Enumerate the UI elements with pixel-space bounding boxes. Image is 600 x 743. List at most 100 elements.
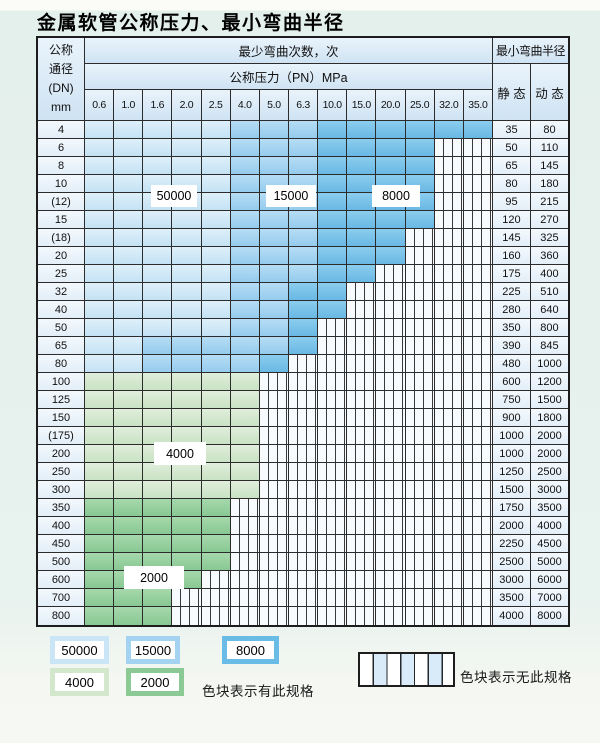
spec-cell-2000 [143,589,173,607]
no-spec-cell [288,499,319,517]
dynamic-value: 845 [530,337,568,355]
spec-cell-2000 [172,517,202,535]
spec-cell-50000 [114,121,144,139]
no-spec-cell [318,355,348,373]
no-spec-cell [347,535,377,553]
no-spec-cell [288,391,319,409]
no-spec-cell [405,283,435,301]
no-spec-cell [405,409,435,427]
spec-cell-4000 [85,391,115,409]
no-spec-cell [405,445,435,463]
spec-cell-15000 [230,265,260,283]
spec-cell-15000 [259,337,289,355]
dynamic-value: 2500 [530,463,568,481]
spec-cell-15000 [288,265,319,283]
spec-cell-8000 [376,211,406,229]
no-spec-cell [347,571,377,589]
spec-cell-50000 [201,121,231,139]
spec-cell-50000 [85,175,115,193]
spec-cell-50000 [85,121,115,139]
spec-cell-4000 [172,463,202,481]
spec-cell-15000 [201,337,231,355]
no-spec-cell [347,373,377,391]
spec-cell-8000 [288,301,319,319]
no-spec-cell [463,319,493,337]
spec-cell-4000 [114,481,144,499]
no-spec-cell [259,517,289,535]
no-spec-cell [259,409,289,427]
no-spec-cell [434,247,464,265]
legend-box: 4000 [50,668,109,696]
spec-cell-2000 [201,517,231,535]
no-spec-cell [288,481,319,499]
spec-cell-15000 [230,193,260,211]
pressure-tick: 15.0 [347,90,377,121]
no-spec-cell [434,373,464,391]
no-spec-cell [463,463,493,481]
spec-cell-50000 [143,319,173,337]
dn-header-line: mm [51,99,71,114]
spec-cell-2000 [143,517,173,535]
static-value: 2250 [492,535,531,553]
no-spec-cell [463,481,493,499]
no-spec-cell [259,571,289,589]
spec-cell-8000 [288,319,319,337]
spec-cell-50000 [85,229,115,247]
static-value: 2000 [492,517,531,535]
no-spec-cell [463,571,493,589]
no-spec-cell [434,463,464,481]
spec-cell-15000 [143,337,173,355]
no-spec-cell [434,319,464,337]
dn-label: 200 [38,445,85,463]
dynamic-value: 4000 [530,517,568,535]
no-spec-cell [318,337,348,355]
value-flag: 50000 [151,185,197,207]
value-flag: 2000 [124,566,184,589]
no-spec-cell [347,337,377,355]
no-spec-cell [463,445,493,463]
no-spec-cell [405,517,435,535]
no-spec-cell [318,607,348,625]
spec-cell-50000 [114,337,144,355]
spec-cell-8000 [318,247,348,265]
no-spec-cell [230,589,260,607]
spec-cell-15000 [230,301,260,319]
spec-cell-50000 [172,157,202,175]
no-spec-cell [318,319,348,337]
spec-cell-8000 [288,283,319,301]
dynamic-value: 3000 [530,481,568,499]
spec-cell-50000 [172,319,202,337]
spec-cell-50000 [143,301,173,319]
no-spec-cell [347,301,377,319]
no-spec-cell [318,391,348,409]
no-spec-cell [376,265,406,283]
spec-cell-8000 [318,175,348,193]
no-spec-cell [347,607,377,625]
spec-cell-50000 [201,229,231,247]
spec-cell-50000 [201,139,231,157]
spec-cell-15000 [201,355,231,373]
no-spec-cell [463,355,493,373]
no-spec-cell [259,445,289,463]
no-spec-cell [347,499,377,517]
dynamic-value: 400 [530,265,568,283]
spec-cell-4000 [201,481,231,499]
dn-label: 450 [38,535,85,553]
spec-cell-4000 [172,391,202,409]
spec-cell-4000 [114,463,144,481]
spec-cell-8000 [434,121,464,139]
pressure-tick: 2.0 [172,90,202,121]
static-value: 160 [492,247,531,265]
spec-cell-15000 [288,247,319,265]
pressure-header: 公称压力（PN）MPa [85,64,493,90]
static-value: 1500 [492,481,531,499]
static-value: 1000 [492,427,531,445]
static-value: 390 [492,337,531,355]
spec-cell-15000 [172,337,202,355]
spec-cell-50000 [172,247,202,265]
no-spec-cell [434,193,464,211]
no-spec-cell [318,517,348,535]
spec-cell-4000 [230,391,260,409]
no-spec-cell [434,175,464,193]
no-spec-cell [463,211,493,229]
